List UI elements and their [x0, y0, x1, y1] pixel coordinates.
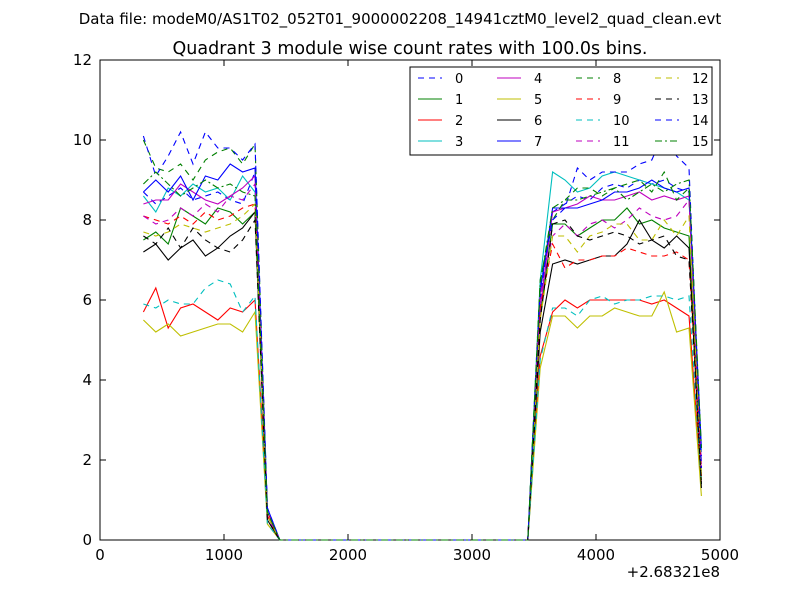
y-tick-label-8: 8: [82, 211, 92, 229]
legend-label-2: 2: [455, 114, 463, 129]
chart-suptitle: Data file: modeM0/AS1T02_052T01_90000022…: [79, 10, 722, 29]
legend-label-1: 1: [455, 93, 463, 108]
legend-label-14: 14: [692, 114, 709, 129]
y-tick-label-4: 4: [82, 371, 92, 389]
legend-label-11: 11: [613, 135, 630, 150]
x-tick-label-2000: 2000: [329, 546, 367, 564]
legend-label-7: 7: [534, 135, 542, 150]
series-layer: [142, 130, 702, 541]
series-line-13: [143, 218, 702, 541]
legend-label-9: 9: [613, 93, 621, 108]
legend-label-4: 4: [534, 72, 542, 87]
legend-box: [409, 66, 713, 156]
legend-label-15: 15: [692, 135, 709, 150]
y-tick-label-2: 2: [82, 451, 92, 469]
legend-label-5: 5: [534, 93, 542, 108]
y-tick-label-10: 10: [73, 131, 92, 149]
x-tick-label-5000: 5000: [701, 546, 739, 564]
y-tick-label-0: 0: [82, 531, 92, 549]
x-tick-label-0: 0: [95, 546, 105, 564]
chart-title: Quadrant 3 module wise count rates with …: [173, 39, 648, 59]
x-tick-label-4000: 4000: [577, 546, 615, 564]
y-tick-label-6: 6: [82, 291, 92, 309]
legend-label-6: 6: [534, 114, 542, 129]
legend-label-13: 13: [692, 93, 709, 108]
x-tick-label-3000: 3000: [453, 546, 491, 564]
legend-label-0: 0: [455, 72, 463, 87]
legend-label-10: 10: [613, 114, 630, 129]
x-offset-label: +2.68321e8: [627, 563, 720, 581]
x-tick-label-1000: 1000: [205, 546, 243, 564]
series-line-15: [143, 171, 702, 541]
y-tick-label-12: 12: [73, 51, 92, 69]
legend-label-3: 3: [455, 135, 463, 150]
legend-label-8: 8: [613, 72, 621, 87]
series-line-0: [143, 171, 702, 541]
legend-label-12: 12: [692, 72, 709, 87]
